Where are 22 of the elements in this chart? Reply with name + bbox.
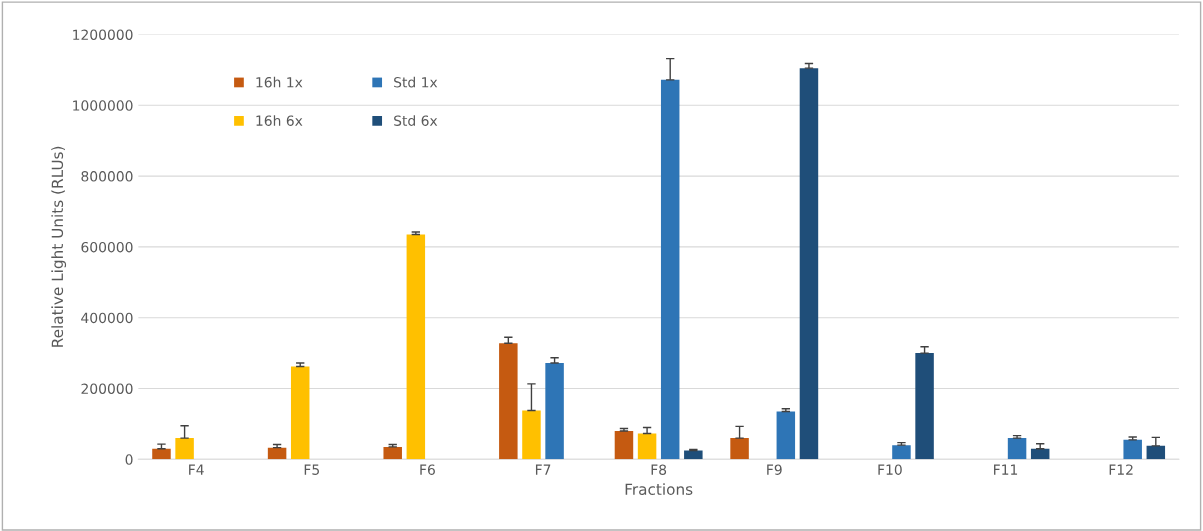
- x-tick-label: F9: [767, 464, 782, 475]
- y-axis-title: Relative Light Units (RLUs): [51, 146, 67, 347]
- y-tick-label: 200000: [81, 383, 133, 394]
- x-tick-label: F6: [420, 464, 435, 475]
- x-tick-label: F11: [994, 464, 1018, 475]
- y-tick-label: 400000: [81, 312, 133, 324]
- y-tick-label: 800000: [81, 171, 133, 182]
- x-tick-label: F7: [535, 464, 551, 475]
- y-tick-label: 600000: [81, 241, 133, 253]
- x-axis-title: Fractions: [625, 483, 693, 495]
- y-tick-label: 1200000: [73, 29, 133, 40]
- x-tick-label: F4: [189, 464, 204, 475]
- x-tick-label: F10: [878, 464, 902, 475]
- legend-label: Std 6x: [394, 115, 438, 126]
- x-tick-label: F5: [304, 464, 319, 475]
- x-tick-label: F8: [651, 464, 667, 475]
- legend-label: 16h 6x: [256, 115, 303, 126]
- legend-label: Std 1x: [394, 76, 438, 88]
- x-tick-label: F12: [1109, 464, 1133, 475]
- legend-label: 16h 1x: [256, 76, 303, 88]
- y-tick-label: 0: [125, 454, 133, 465]
- y-tick-label: 1000000: [73, 100, 133, 111]
